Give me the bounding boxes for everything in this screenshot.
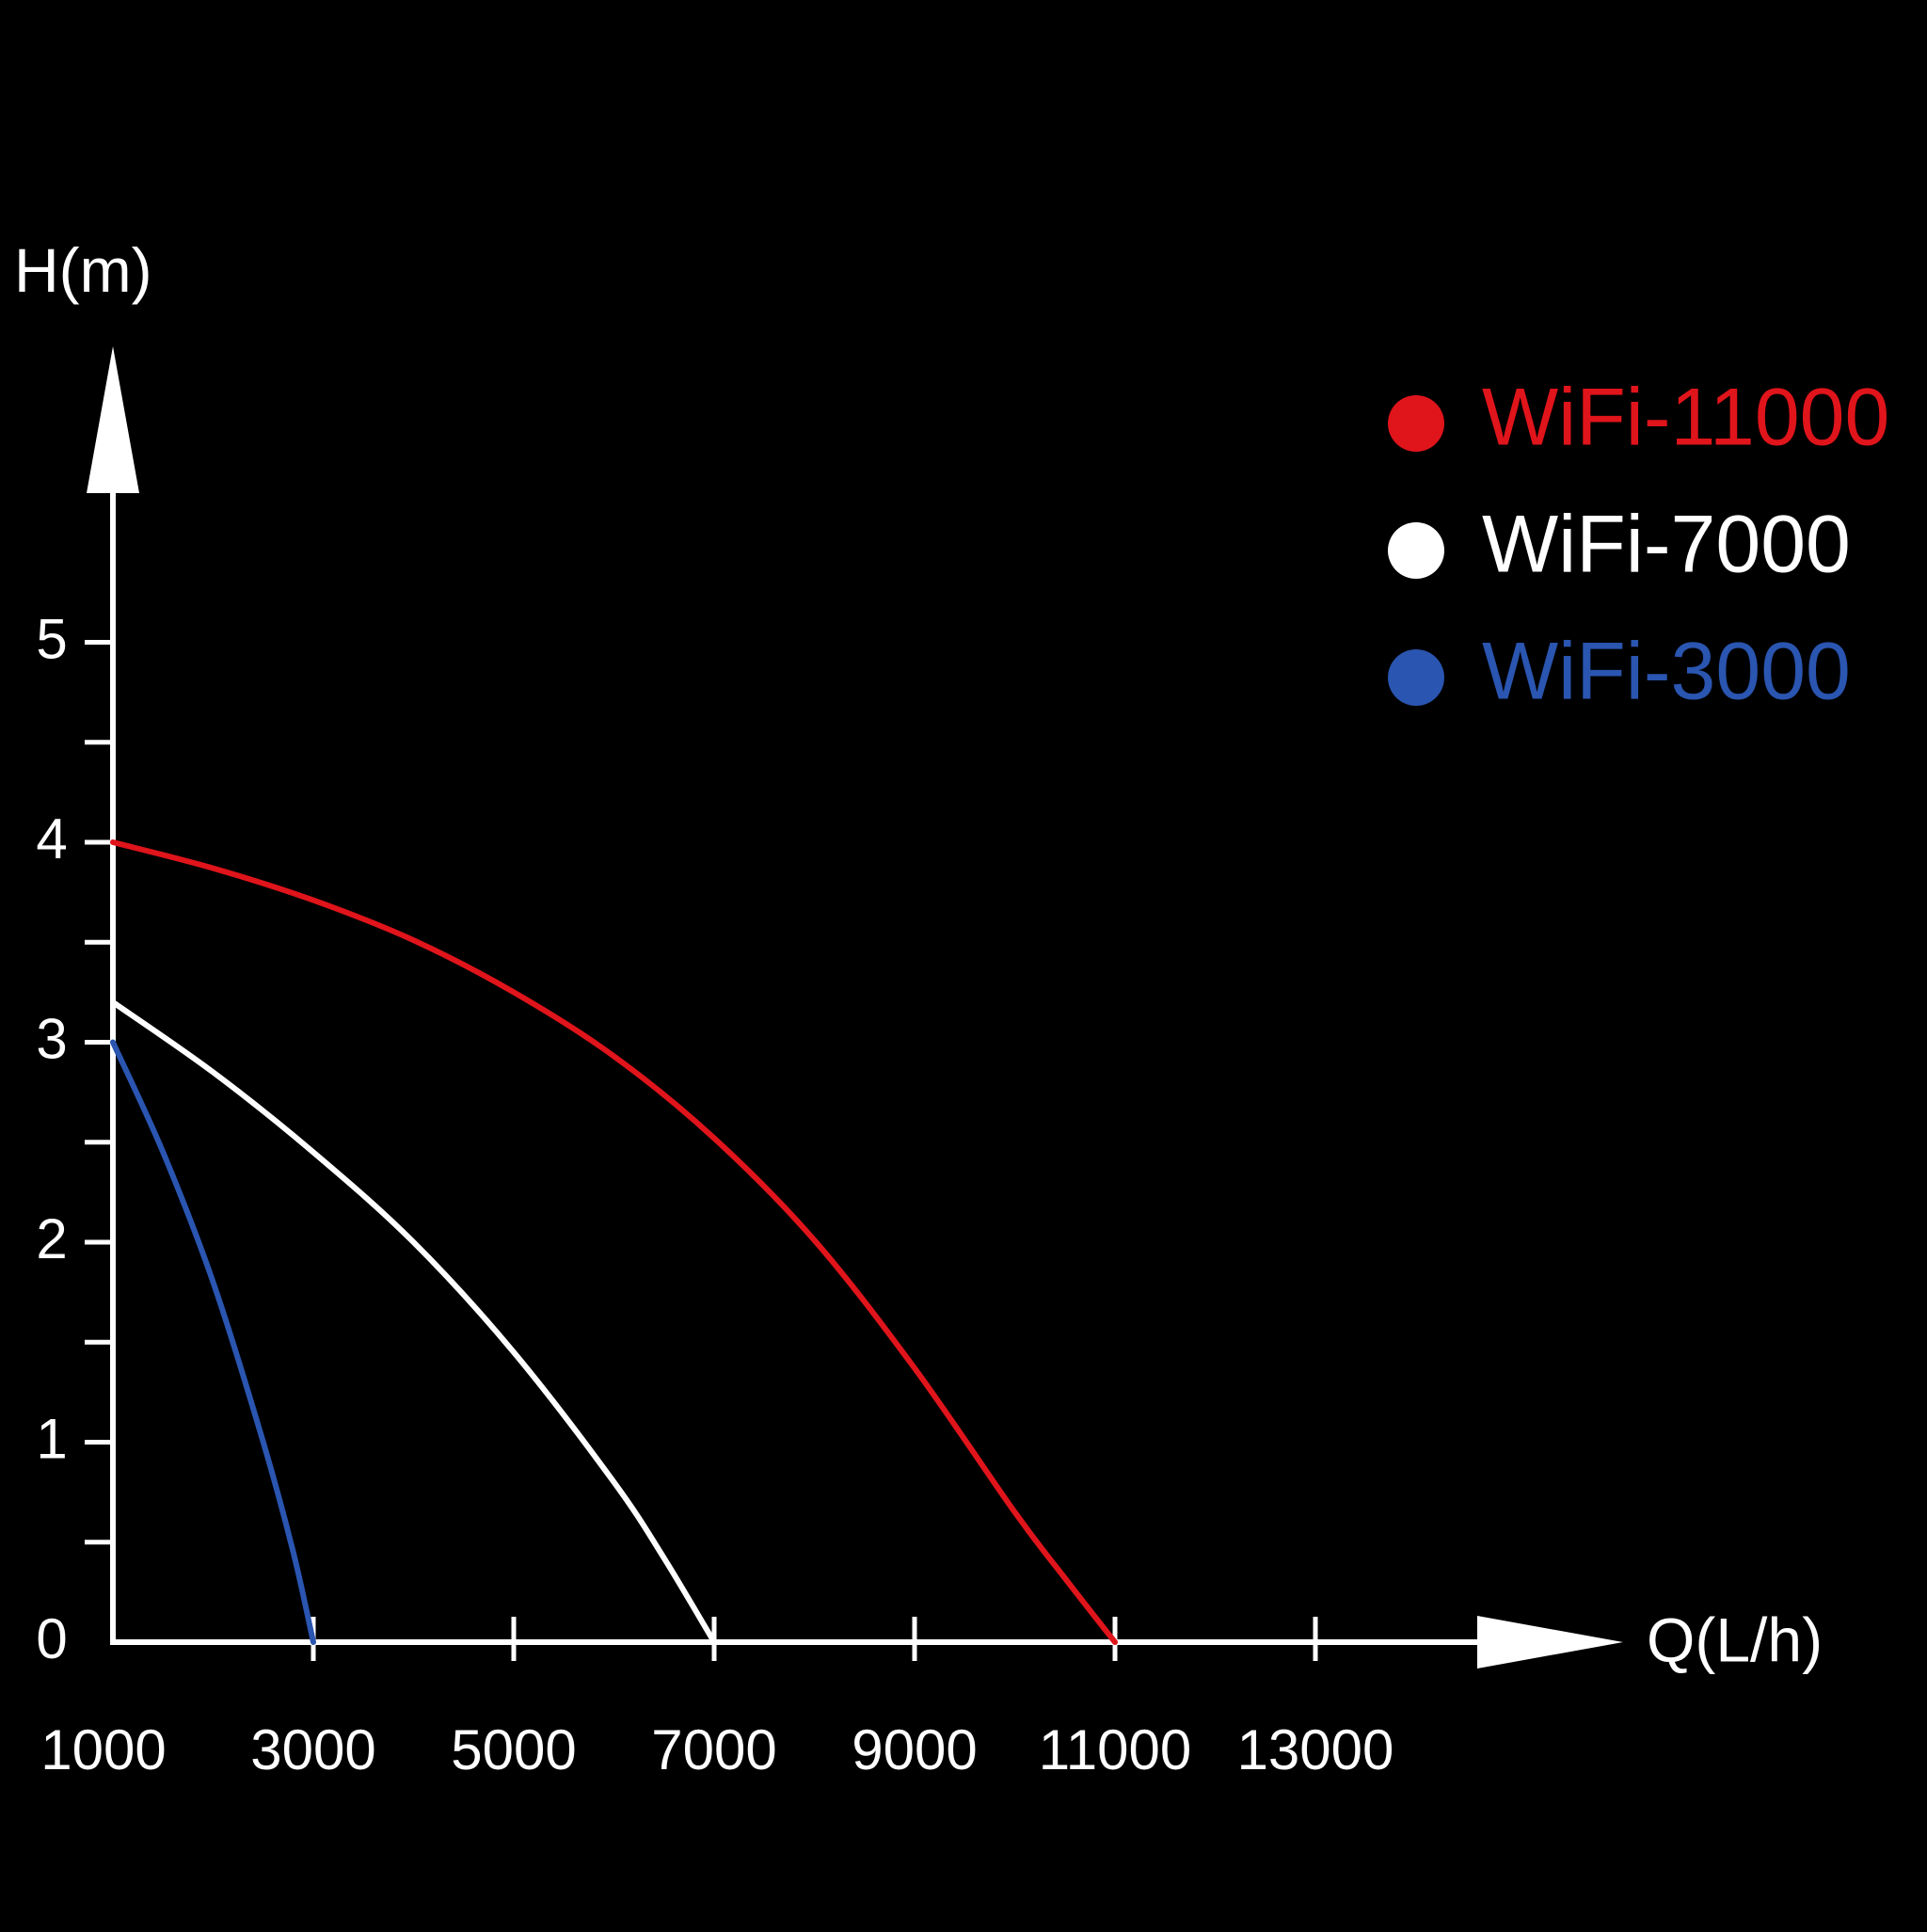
x-tick-label: 5000 [451, 1718, 576, 1781]
series-line-wifi-11000 [110, 839, 1118, 1645]
legend-marker [1388, 395, 1444, 452]
x-axis-arrowhead-icon [1477, 1616, 1623, 1669]
y-tick-label: 1 [36, 1407, 67, 1470]
y-axis-arrowhead-icon [87, 346, 139, 493]
y-tick-label: 3 [36, 1007, 67, 1070]
y-tick-label: 2 [36, 1207, 67, 1270]
x-tick-label: 9000 [852, 1718, 977, 1781]
legend: WiFi-11000 WiFi-7000 WiFi-3000 [1388, 373, 1889, 717]
x-tick-label: 7000 [651, 1718, 776, 1781]
x-tick-label: 13000 [1237, 1718, 1394, 1781]
y-tick-label: 0 [36, 1607, 67, 1670]
legend-label: WiFi-3000 [1482, 627, 1851, 717]
axes [87, 346, 1623, 1669]
y-tick-label: 5 [36, 607, 67, 670]
x-tick-label: 11000 [1039, 1718, 1191, 1781]
y-axis-label: H(m) [14, 235, 152, 305]
x-axis-label: Q(L/h) [1647, 1605, 1823, 1674]
axis-tick-labels: 0 1 2 3 4 5 1000 3000 5000 7000 9000 11000 13000 [36, 607, 1393, 1781]
x-tick-label: 1000 [40, 1718, 166, 1781]
legend-marker [1388, 649, 1444, 706]
series-line-wifi-7000 [110, 999, 717, 1645]
series-layer [110, 839, 1118, 1645]
y-tick-label: 4 [36, 807, 67, 870]
series-line-wifi-3000 [110, 1039, 316, 1645]
legend-label: WiFi-7000 [1482, 500, 1851, 590]
legend-marker [1388, 522, 1444, 579]
legend-label: WiFi-11000 [1482, 373, 1889, 463]
x-tick-label: 3000 [250, 1718, 375, 1781]
